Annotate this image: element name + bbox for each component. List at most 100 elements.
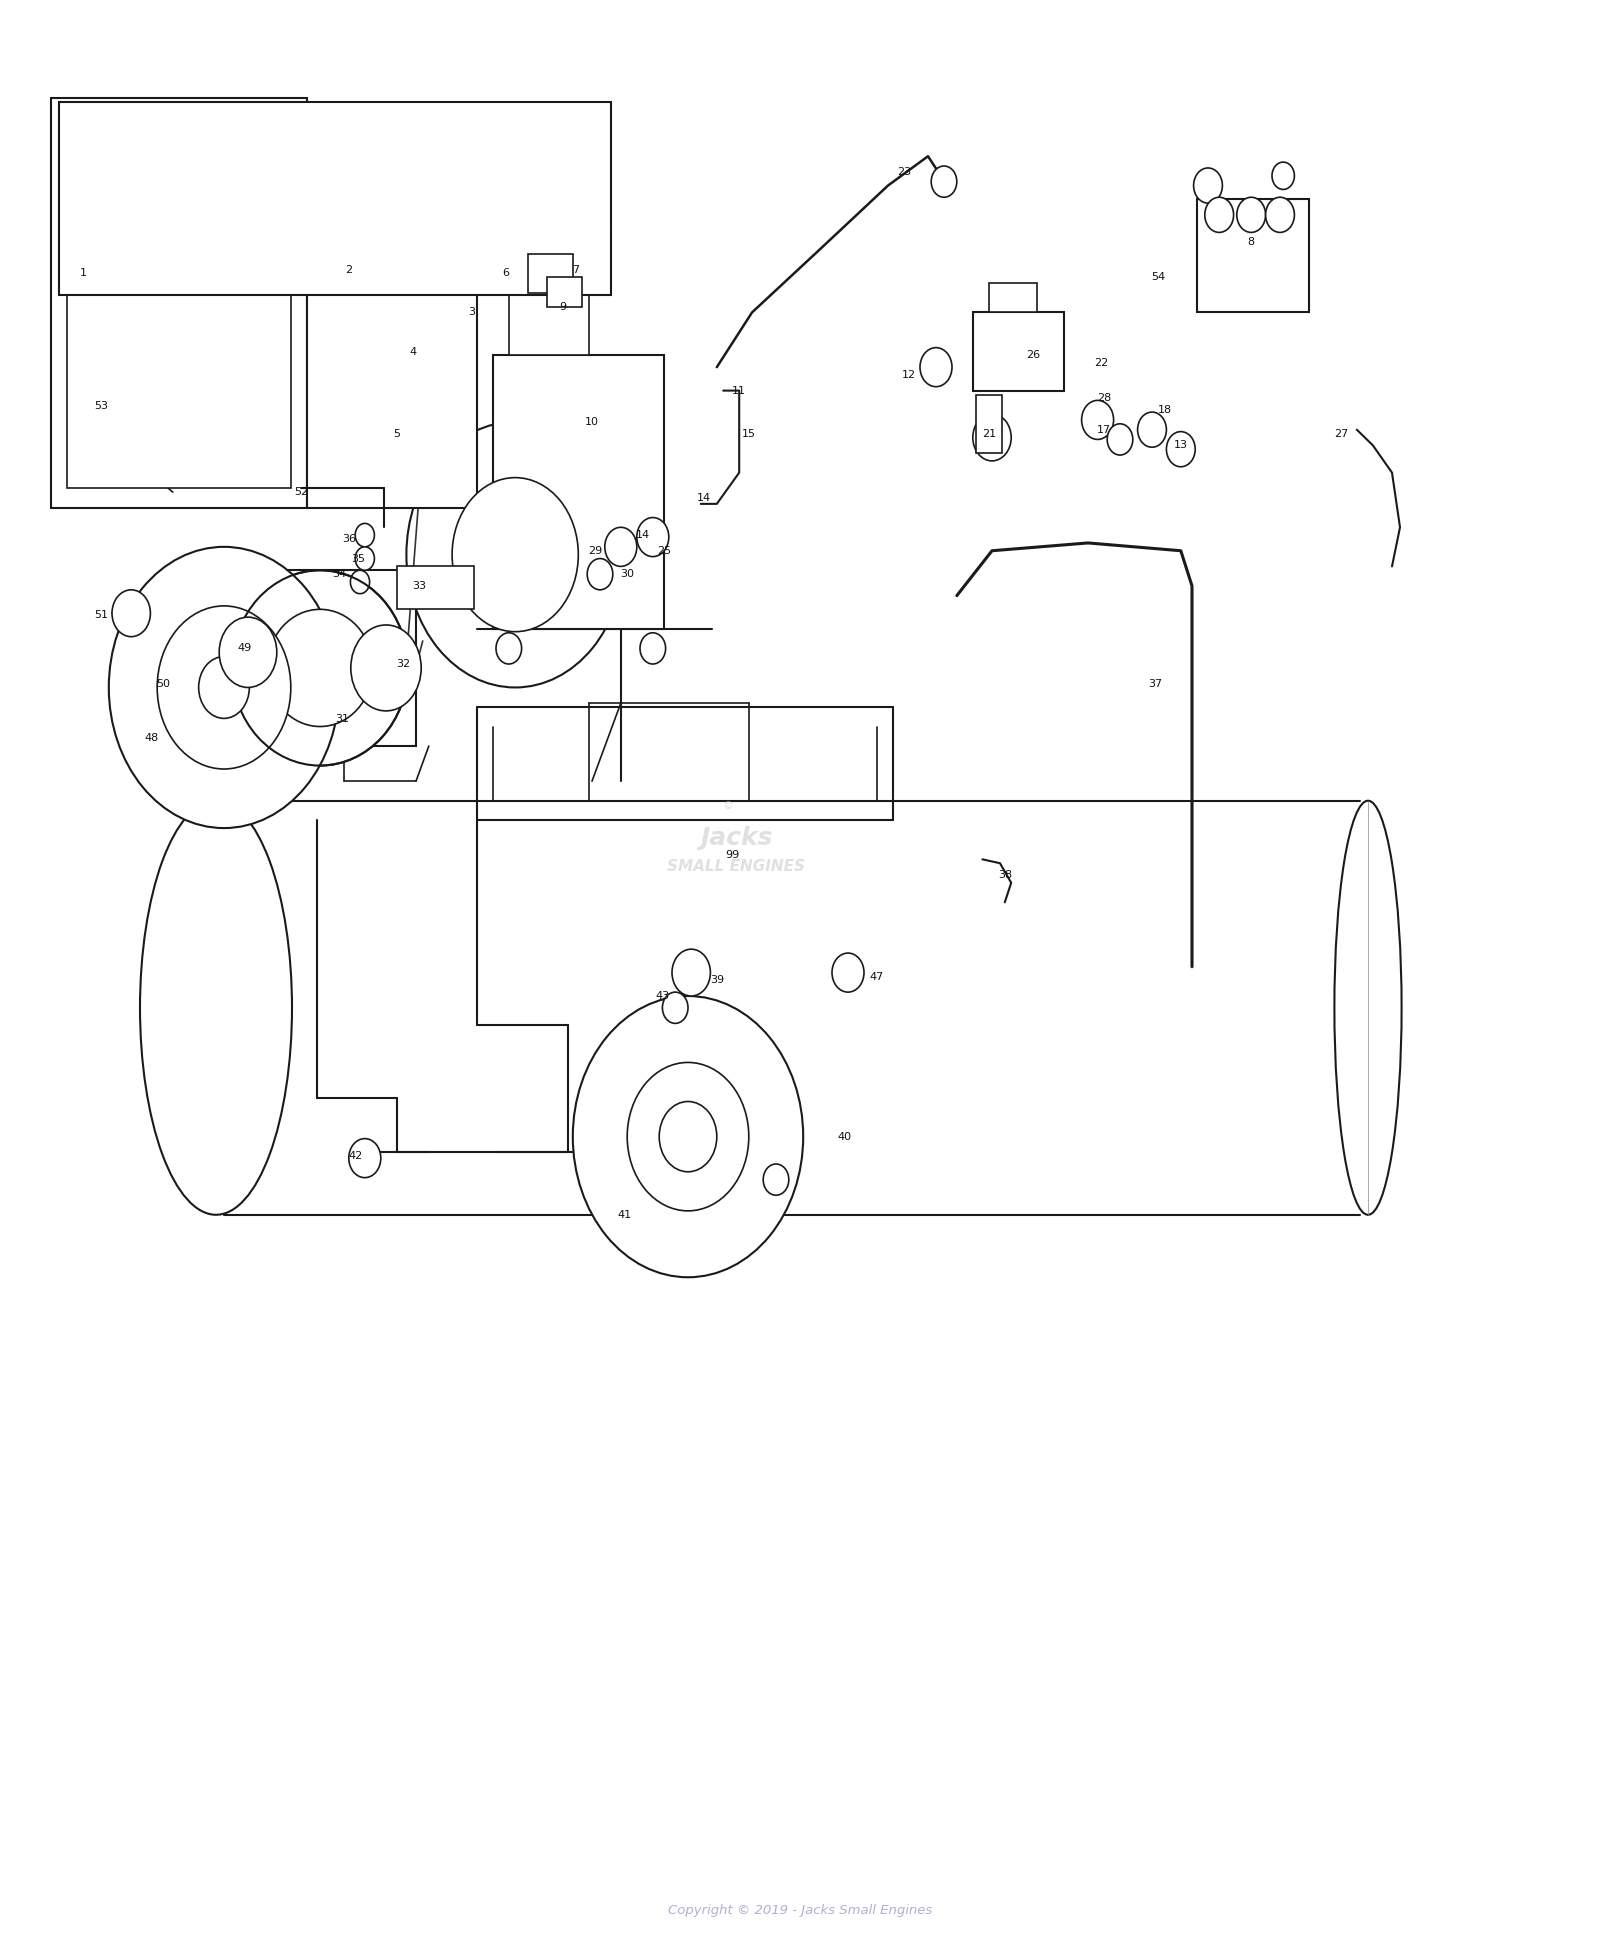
Circle shape xyxy=(406,422,624,687)
Circle shape xyxy=(349,1139,381,1178)
Circle shape xyxy=(496,633,522,664)
Circle shape xyxy=(973,414,1011,461)
Text: 32: 32 xyxy=(397,658,410,670)
Ellipse shape xyxy=(141,801,291,1215)
Text: 54: 54 xyxy=(1152,271,1165,283)
Text: 8: 8 xyxy=(1248,236,1254,248)
Circle shape xyxy=(627,1062,749,1211)
Bar xyxy=(528,254,573,293)
Circle shape xyxy=(1082,400,1114,439)
Text: 30: 30 xyxy=(621,568,634,580)
Text: 40: 40 xyxy=(838,1131,851,1143)
Text: 15: 15 xyxy=(742,428,755,439)
Circle shape xyxy=(573,996,803,1277)
Circle shape xyxy=(198,656,250,719)
Text: 41: 41 xyxy=(618,1209,630,1221)
Bar xyxy=(59,102,611,295)
Text: 30: 30 xyxy=(155,191,173,205)
Circle shape xyxy=(157,605,291,769)
Circle shape xyxy=(920,348,952,387)
Bar xyxy=(397,566,474,609)
Circle shape xyxy=(1194,168,1222,203)
Text: 33: 33 xyxy=(413,580,426,592)
Text: 4: 4 xyxy=(410,346,416,357)
Text: 38: 38 xyxy=(998,869,1011,881)
Text: 51: 51 xyxy=(94,609,107,621)
Text: 22: 22 xyxy=(1094,357,1107,369)
Text: 48: 48 xyxy=(146,732,158,744)
Text: 70 TO 80 IN. LBS.: 70 TO 80 IN. LBS. xyxy=(379,256,501,270)
Text: 28: 28 xyxy=(1098,393,1110,404)
Circle shape xyxy=(1266,197,1294,232)
Bar xyxy=(67,117,291,488)
Text: 27: 27 xyxy=(1334,428,1347,439)
Text: TORQUE: TORQUE xyxy=(411,127,469,141)
Circle shape xyxy=(1138,412,1166,447)
Text: 39: 39 xyxy=(710,975,723,986)
Circle shape xyxy=(587,559,613,590)
Text: 36: 36 xyxy=(342,533,355,545)
Text: 43: 43 xyxy=(656,990,669,1002)
Circle shape xyxy=(453,478,578,631)
Text: 6: 6 xyxy=(502,268,509,279)
Text: 99: 99 xyxy=(726,850,739,861)
Text: ©: © xyxy=(723,801,733,812)
Text: 49: 49 xyxy=(238,643,251,654)
Text: 34: 34 xyxy=(333,568,346,580)
Text: KEY NO.: KEY NO. xyxy=(136,127,192,141)
Circle shape xyxy=(355,523,374,547)
Bar xyxy=(547,277,582,307)
Text: 21: 21 xyxy=(982,428,995,439)
Ellipse shape xyxy=(267,609,373,727)
Text: 18: 18 xyxy=(1158,404,1171,416)
Bar xyxy=(989,283,1037,312)
Text: 7: 7 xyxy=(573,264,579,275)
Text: 14: 14 xyxy=(637,529,650,541)
Text: SMALL ENGINES: SMALL ENGINES xyxy=(667,859,805,875)
Text: 2: 2 xyxy=(346,264,352,275)
Ellipse shape xyxy=(232,570,408,766)
Text: 52: 52 xyxy=(294,486,307,498)
Text: 12: 12 xyxy=(902,369,915,381)
Text: 5: 5 xyxy=(394,428,400,439)
Circle shape xyxy=(659,1101,717,1172)
Circle shape xyxy=(1166,432,1195,467)
Text: 29: 29 xyxy=(589,545,602,557)
Circle shape xyxy=(763,1164,789,1195)
Text: 1: 1 xyxy=(80,268,86,279)
Circle shape xyxy=(219,617,277,687)
Circle shape xyxy=(637,518,669,557)
Circle shape xyxy=(112,590,150,637)
Circle shape xyxy=(109,547,339,828)
Bar xyxy=(976,395,1002,453)
Text: 10 TO 12 FT. LBS.: 10 TO 12 FT. LBS. xyxy=(379,191,501,205)
Text: 42: 42 xyxy=(349,1150,362,1162)
Text: 35: 35 xyxy=(352,553,365,564)
Text: 37: 37 xyxy=(1149,678,1162,689)
Text: 9: 9 xyxy=(560,301,566,312)
Text: 13: 13 xyxy=(1174,439,1187,451)
Text: 26: 26 xyxy=(1027,350,1040,361)
Bar xyxy=(307,121,477,508)
Text: 50: 50 xyxy=(157,678,170,689)
Bar xyxy=(973,312,1064,391)
Circle shape xyxy=(350,570,370,594)
Text: Jacks: Jacks xyxy=(699,826,773,850)
Circle shape xyxy=(1107,424,1133,455)
Text: 14: 14 xyxy=(698,492,710,504)
Circle shape xyxy=(1237,197,1266,232)
Circle shape xyxy=(931,166,957,197)
Circle shape xyxy=(1205,197,1234,232)
Text: 11: 11 xyxy=(733,385,746,396)
Ellipse shape xyxy=(1334,801,1402,1215)
Text: 17: 17 xyxy=(1098,424,1110,436)
Circle shape xyxy=(662,992,688,1023)
Bar xyxy=(1197,199,1309,312)
Text: 53: 53 xyxy=(94,400,107,412)
Text: 51: 51 xyxy=(155,256,173,270)
Text: Copyright © 2019 - Jacks Small Engines: Copyright © 2019 - Jacks Small Engines xyxy=(667,1904,933,1916)
Bar xyxy=(493,355,664,629)
Bar xyxy=(509,293,589,355)
Text: 3: 3 xyxy=(469,307,475,318)
Circle shape xyxy=(832,953,864,992)
